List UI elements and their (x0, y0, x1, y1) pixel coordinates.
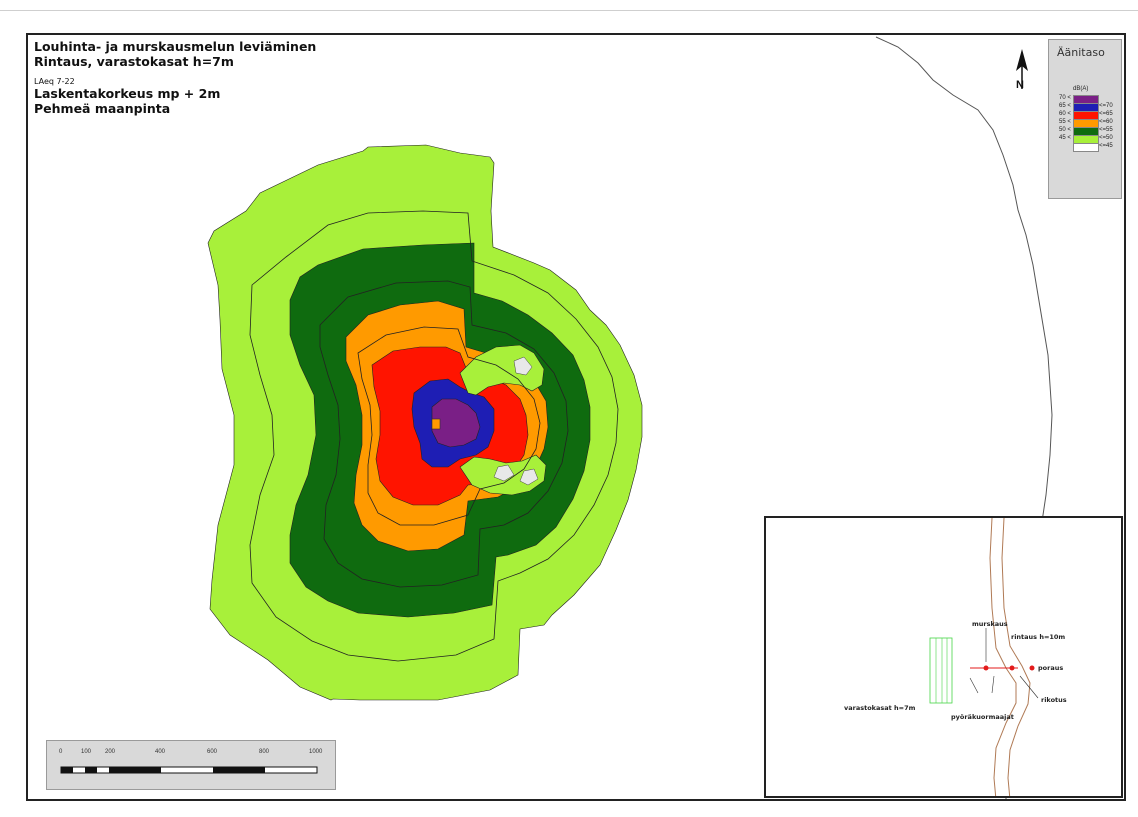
legend-hi: <=60 (1099, 119, 1113, 126)
ground-type-label: Pehmeä maanpinta (34, 101, 316, 116)
legend-hi: <=65 (1099, 111, 1113, 118)
legend-row: 50 < <=55 (1049, 127, 1123, 134)
source-marker (432, 419, 440, 429)
scale-bar-graphic (47, 741, 337, 791)
inset-source-point (1030, 666, 1035, 671)
inset-source-point (984, 666, 989, 671)
legend-lo: 55 < (1059, 119, 1071, 126)
legend-swatch (1073, 143, 1099, 152)
map-subtitle: Rintaus, varastokasat h=7m (34, 54, 316, 69)
legend-lo: 65 < (1059, 103, 1071, 110)
legend-row: 70 < (1049, 95, 1123, 102)
inset-drawing (766, 518, 1123, 798)
inset-stockpile (930, 638, 952, 703)
laeq-label: LAeq 7-22 (34, 77, 316, 86)
legend-hi: <=70 (1099, 103, 1113, 110)
legend-hi: <=50 (1099, 135, 1113, 142)
inset-label-rintaus: rintaus h=10m (1011, 633, 1065, 641)
inset-label-murskaus: murskaus (972, 620, 1008, 628)
inset-label-rikotus: rikotus (1041, 696, 1067, 704)
map-title-block: Louhinta- ja murskausmelun leviäminen Ri… (34, 39, 316, 116)
legend-row: 55 < <=60 (1049, 119, 1123, 126)
north-label: N (1016, 79, 1024, 91)
north-arrow-icon (1012, 49, 1032, 99)
top-border-line (0, 10, 1138, 11)
inset-label-pyorakuormaajat: pyöräkuormaajat (951, 713, 1014, 721)
map-title: Louhinta- ja murskausmelun leviäminen (34, 39, 316, 54)
legend: Äänitaso dB(A) 70 < 65 < <=70 60 < <=65 … (1048, 39, 1122, 199)
map-frame: Louhinta- ja murskausmelun leviäminen Ri… (26, 33, 1126, 801)
inset-road-right (1002, 518, 1030, 798)
legend-unit: dB(A) (1073, 86, 1088, 92)
legend-row: <=45 (1049, 143, 1123, 150)
legend-hi: <=55 (1099, 127, 1113, 134)
legend-lo: 45 < (1059, 135, 1071, 142)
legend-lo: 70 < (1059, 95, 1071, 102)
inset-road-left (990, 518, 1016, 798)
legend-title: Äänitaso (1057, 46, 1105, 59)
legend-row: 45 < <=50 (1049, 135, 1123, 142)
scale-bar: 0 100 200 400 600 800 1000 (46, 740, 336, 790)
inset-source-point (1010, 666, 1015, 671)
legend-lo: 50 < (1059, 127, 1071, 134)
calc-height-label: Laskentakorkeus mp + 2m (34, 86, 316, 101)
legend-row: 65 < <=70 (1049, 103, 1123, 110)
legend-row: 60 < <=65 (1049, 111, 1123, 118)
inset-label-poraus: poraus (1038, 664, 1063, 672)
inset-label-varastokasat: varastokasat h=7m (844, 704, 915, 712)
legend-lo: 60 < (1059, 111, 1071, 118)
inset-map: murskaus rintaus h=10m poraus rikotus va… (764, 516, 1123, 798)
legend-hi: <=45 (1099, 143, 1113, 150)
